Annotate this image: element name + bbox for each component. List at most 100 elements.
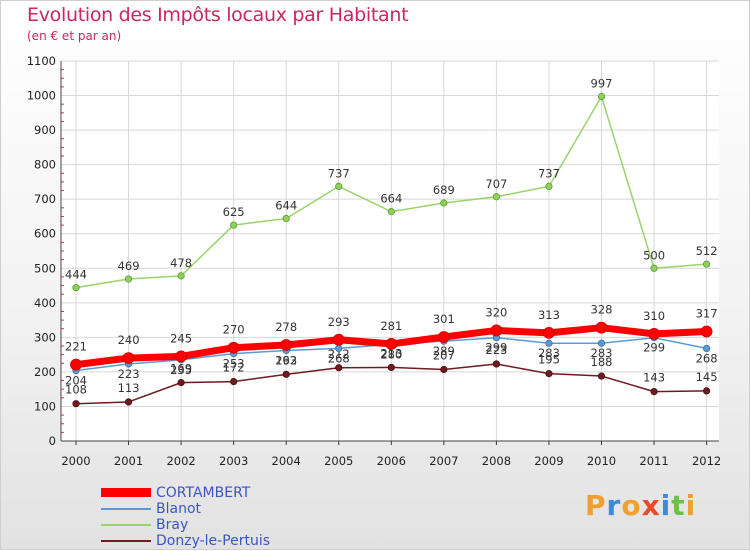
logo-letter: i xyxy=(685,489,697,522)
data-label-donzy-le-pertuis: 213 xyxy=(380,346,402,360)
data-label-cortambert: 293 xyxy=(328,315,350,329)
proxiti-logo: Proxiti xyxy=(585,489,696,522)
logo-letter: t xyxy=(671,489,686,522)
x-tick-label: 2011 xyxy=(639,454,668,468)
data-point-donzy-le-pertuis xyxy=(545,370,553,378)
x-tick-label: 2007 xyxy=(429,454,458,468)
data-label-blanot: 299 xyxy=(485,341,507,355)
data-label-donzy-le-pertuis: 145 xyxy=(696,370,718,384)
data-point-bray xyxy=(650,264,658,272)
data-point-cortambert xyxy=(122,352,135,364)
data-point-bray xyxy=(177,272,185,280)
legend-swatch-bray xyxy=(101,524,151,526)
data-label-bray: 707 xyxy=(485,177,507,191)
y-tick-label: 600 xyxy=(34,227,56,241)
data-label-bray: 500 xyxy=(643,248,665,262)
data-label-cortambert: 278 xyxy=(275,320,297,334)
x-tick-label: 2002 xyxy=(166,454,195,468)
x-tick-label: 2010 xyxy=(587,454,616,468)
data-point-blanot xyxy=(597,339,606,347)
data-point-cortambert xyxy=(543,326,555,339)
data-point-bray xyxy=(597,92,606,101)
legend-swatch-donzy xyxy=(101,540,151,542)
y-tick-label: 0 xyxy=(49,434,56,448)
chart-title: Evolution des Impôts locaux par Habitant xyxy=(27,4,409,26)
logo-letter: o xyxy=(621,489,642,522)
data-point-donzy-le-pertuis xyxy=(230,377,238,386)
legend-label-cortambert: CORTAMBERT xyxy=(156,485,251,501)
data-label-bray: 664 xyxy=(380,192,402,206)
data-point-bray xyxy=(545,182,553,190)
data-point-cortambert xyxy=(332,333,345,346)
data-point-bray xyxy=(282,214,290,223)
x-tick-label: 2005 xyxy=(324,454,353,468)
legend-label-donzy: Donzy-le-Pertuis xyxy=(156,533,271,549)
data-label-blanot: 283 xyxy=(538,346,560,360)
data-point-donzy-le-pertuis xyxy=(492,360,500,368)
data-point-cortambert xyxy=(385,338,398,350)
data-label-donzy-le-pertuis: 195 xyxy=(538,353,560,367)
data-label-blanot: 299 xyxy=(643,341,665,355)
data-label-cortambert: 221 xyxy=(65,340,87,354)
data-point-donzy-le-pertuis xyxy=(702,387,711,395)
data-label-bray: 444 xyxy=(65,268,87,282)
y-tick-label: 200 xyxy=(34,365,56,379)
y-tick-label: 700 xyxy=(34,192,56,206)
x-tick-label: 2008 xyxy=(482,454,511,468)
data-label-donzy-le-pertuis: 172 xyxy=(223,361,245,375)
data-point-bray xyxy=(230,221,238,229)
data-label-donzy-le-pertuis: 207 xyxy=(433,348,455,362)
data-point-cortambert xyxy=(227,341,240,354)
data-label-cortambert: 281 xyxy=(380,319,402,333)
data-label-donzy-le-pertuis: 113 xyxy=(118,381,140,395)
x-tick-label: 2004 xyxy=(272,454,301,468)
data-label-bray: 469 xyxy=(118,259,140,273)
x-tick-label: 2006 xyxy=(377,454,406,468)
data-point-cortambert xyxy=(70,358,82,371)
legend-label-blanot: Blanot xyxy=(156,501,202,517)
data-point-cortambert xyxy=(490,324,503,337)
logo-letter: r xyxy=(606,489,622,522)
data-label-blanot: 289 xyxy=(433,344,455,358)
data-point-bray xyxy=(440,199,448,207)
y-tick-label: 900 xyxy=(34,123,56,137)
logo-letter: x xyxy=(641,489,661,522)
chart-subtitle: (en € et par an) xyxy=(27,29,122,43)
data-label-cortambert: 317 xyxy=(696,306,718,320)
data-label-cortambert: 328 xyxy=(591,303,613,317)
data-label-bray: 644 xyxy=(275,199,297,213)
data-label-blanot: 280 xyxy=(380,347,402,361)
data-label-bray: 625 xyxy=(223,205,245,219)
data-label-donzy-le-pertuis: 108 xyxy=(65,383,87,397)
logo-letter: P xyxy=(585,489,607,522)
data-point-donzy-le-pertuis xyxy=(335,364,343,372)
data-point-donzy-le-pertuis xyxy=(440,365,448,374)
data-label-cortambert: 310 xyxy=(643,309,665,323)
data-label-bray: 512 xyxy=(696,244,718,258)
x-tick-label: 2000 xyxy=(61,454,90,468)
data-label-bray: 689 xyxy=(433,183,455,197)
x-tick-label: 2001 xyxy=(114,454,143,468)
data-label-blanot: 253 xyxy=(223,357,245,371)
data-label-cortambert: 320 xyxy=(485,305,507,319)
y-tick-label: 1100 xyxy=(27,54,56,68)
data-point-blanot xyxy=(702,344,711,353)
data-label-blanot: 283 xyxy=(591,346,613,360)
data-point-bray xyxy=(72,284,80,292)
data-label-bray: 737 xyxy=(328,166,350,180)
data-label-donzy-le-pertuis: 193 xyxy=(275,353,297,367)
data-label-donzy-le-pertuis: 143 xyxy=(643,371,665,385)
data-point-cortambert xyxy=(437,331,450,343)
data-label-donzy-le-pertuis: 212 xyxy=(328,347,350,361)
data-label-blanot: 262 xyxy=(275,353,297,367)
data-point-donzy-le-pertuis xyxy=(177,379,185,387)
data-point-donzy-le-pertuis xyxy=(387,363,395,372)
data-label-cortambert: 245 xyxy=(170,331,192,345)
data-point-bray xyxy=(492,193,500,201)
data-label-cortambert: 313 xyxy=(538,308,560,322)
data-point-cortambert xyxy=(648,328,660,340)
data-point-blanot xyxy=(545,339,553,347)
data-point-cortambert xyxy=(280,339,293,351)
data-point-donzy-le-pertuis xyxy=(282,370,290,378)
data-label-blanot: 223 xyxy=(118,367,140,381)
